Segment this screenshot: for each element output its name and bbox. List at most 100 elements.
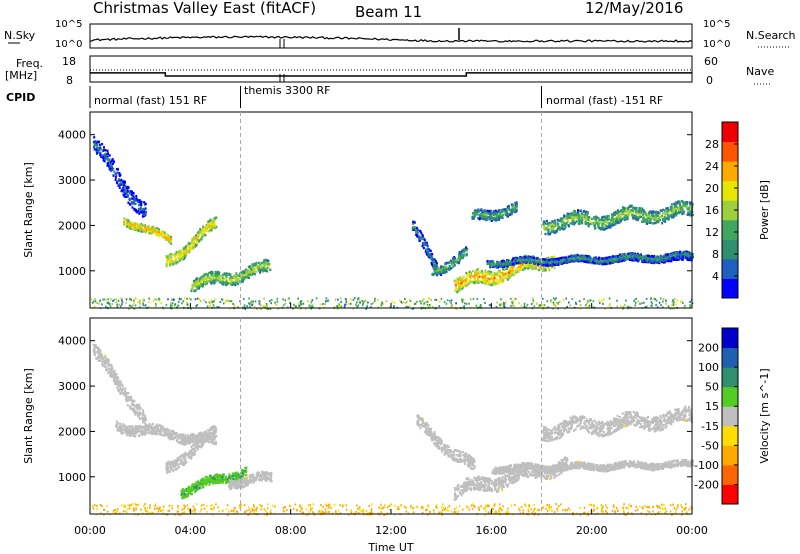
scatter-cell bbox=[633, 257, 636, 260]
scatter-cell bbox=[422, 246, 425, 250]
scatter-cell bbox=[508, 271, 510, 275]
scatter-cell bbox=[678, 200, 681, 203]
scatter-cell bbox=[676, 212, 679, 215]
ground-scatter-cell bbox=[580, 304, 582, 307]
scatter-cell bbox=[665, 207, 668, 210]
scatter-cell bbox=[577, 209, 579, 212]
scatter-cell bbox=[598, 256, 600, 259]
scatter-cell bbox=[510, 208, 513, 212]
scatter-cell bbox=[433, 258, 436, 261]
scatter-cell bbox=[181, 249, 184, 252]
ground-scatter-cell bbox=[222, 302, 225, 305]
scatter-cell bbox=[678, 250, 681, 254]
scatter-cell bbox=[102, 157, 105, 160]
scatter-cell bbox=[221, 282, 223, 285]
scatter-cell bbox=[107, 158, 110, 161]
scatter-cell bbox=[474, 213, 477, 217]
scatter-cell bbox=[582, 214, 585, 218]
scatter-cell bbox=[490, 277, 493, 280]
scatter-cell bbox=[572, 214, 575, 217]
scatter-cell bbox=[137, 229, 140, 232]
scatter-cell bbox=[642, 214, 645, 217]
scatter-cell bbox=[504, 273, 507, 276]
scatter-cell bbox=[134, 202, 137, 206]
scatter-cell bbox=[556, 259, 559, 262]
power-scatter bbox=[90, 136, 694, 310]
scatter-cell bbox=[448, 265, 451, 268]
ground-scatter-cell bbox=[148, 301, 150, 304]
scatter-cell bbox=[605, 260, 608, 263]
scatter-cell bbox=[599, 260, 601, 263]
scatter-cell bbox=[484, 276, 487, 279]
scatter-cell bbox=[473, 271, 476, 274]
scatter-cell bbox=[486, 260, 489, 263]
scatter-cell bbox=[117, 168, 120, 171]
scatter-cell bbox=[144, 211, 147, 214]
scatter-cell bbox=[497, 218, 500, 221]
scatter-cell bbox=[202, 278, 205, 281]
scatter-cell bbox=[132, 195, 135, 198]
scatter-cell bbox=[527, 267, 530, 270]
scatter-cell bbox=[601, 257, 604, 260]
scatter-cell bbox=[497, 210, 500, 213]
scatter-cell bbox=[168, 254, 171, 257]
ground-scatter-cell bbox=[300, 302, 302, 305]
scatter-cell bbox=[521, 268, 524, 271]
scatter-cell bbox=[161, 230, 164, 233]
scatter-cell bbox=[132, 192, 135, 195]
scatter-cell bbox=[240, 271, 243, 274]
scatter-cell bbox=[551, 261, 554, 264]
scatter-cell bbox=[608, 262, 611, 265]
scatter-cell bbox=[629, 205, 632, 209]
scatter-cell bbox=[504, 209, 507, 213]
scatter-cell bbox=[463, 248, 466, 251]
ground-scatter-cell bbox=[337, 298, 339, 301]
scatter-cell bbox=[459, 251, 462, 254]
ground-scatter-cell bbox=[366, 304, 368, 307]
scatter-cell bbox=[645, 256, 648, 259]
scatter-cell bbox=[487, 277, 489, 280]
scatter-cell bbox=[95, 148, 98, 151]
scatter-cell bbox=[540, 263, 543, 267]
ground-scatter-cell bbox=[262, 305, 265, 308]
ground-scatter-cell bbox=[601, 300, 603, 303]
scatter-cell bbox=[493, 272, 496, 276]
scatter-cell bbox=[634, 252, 636, 255]
cpid-segment-3: normal (fast) -151 RF bbox=[546, 94, 663, 107]
ground-scatter-cell bbox=[213, 306, 216, 309]
scatter-cell bbox=[254, 262, 257, 265]
scatter-cell bbox=[466, 274, 469, 278]
scatter-cell bbox=[139, 226, 142, 230]
scatter-cell bbox=[449, 259, 452, 262]
scatter-cell bbox=[123, 181, 126, 184]
scatter-cell bbox=[125, 221, 128, 225]
scatter-cell bbox=[674, 254, 677, 257]
scatter-cell bbox=[687, 252, 690, 256]
scatter-cell bbox=[598, 219, 601, 222]
scatter-cell bbox=[578, 258, 581, 262]
scatter-cell bbox=[254, 267, 257, 270]
scatter-cell bbox=[205, 277, 208, 280]
scatter-cell bbox=[93, 142, 96, 146]
scatter-cell bbox=[591, 222, 594, 225]
scatter-cell bbox=[414, 230, 417, 233]
scatter-cell bbox=[479, 208, 482, 212]
scatter-cell bbox=[205, 229, 208, 232]
scatter-cell bbox=[672, 215, 675, 219]
scatter-cell bbox=[637, 256, 640, 260]
scatter-cell bbox=[642, 217, 645, 220]
ground-scatter-cell bbox=[96, 302, 98, 304]
scatter-cell bbox=[599, 218, 602, 221]
scatter-cell bbox=[505, 267, 508, 270]
scatter-cell bbox=[202, 279, 205, 283]
scatter-cell bbox=[574, 254, 577, 257]
scatter-cell bbox=[168, 239, 171, 243]
scatter-cell bbox=[134, 226, 137, 229]
scatter-cell bbox=[232, 275, 235, 279]
scatter-cell bbox=[485, 280, 488, 284]
scatter-cell bbox=[478, 280, 481, 283]
scatter-cell bbox=[611, 221, 613, 224]
scatter-cell bbox=[129, 227, 132, 230]
ground-scatter-cell bbox=[635, 297, 637, 300]
scatter-cell bbox=[548, 267, 551, 270]
